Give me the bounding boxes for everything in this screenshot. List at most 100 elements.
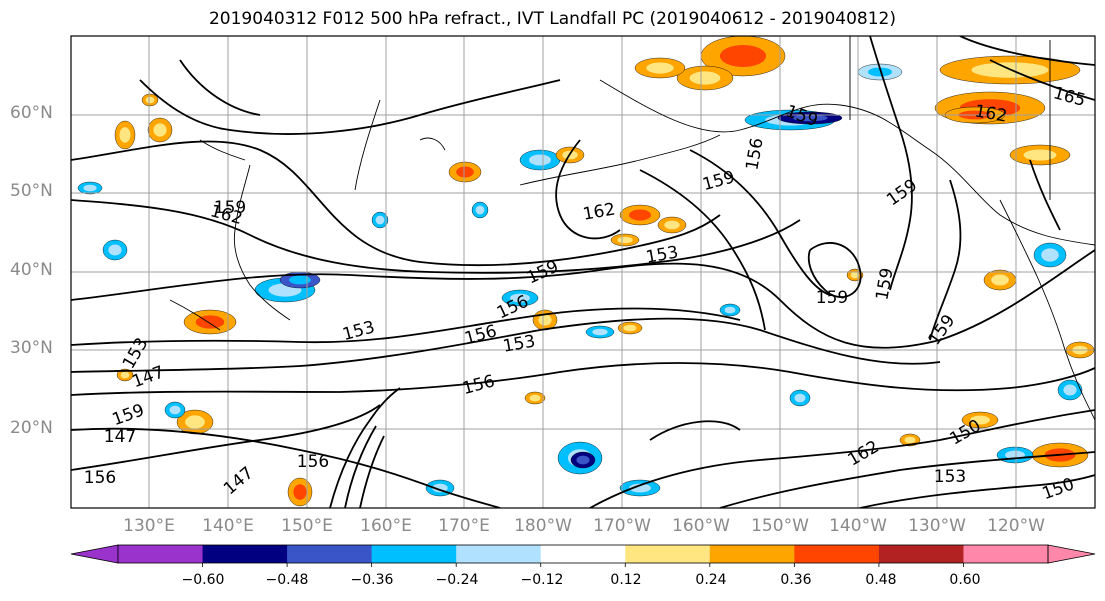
colorbar	[70, 544, 1096, 567]
colorbar-frame	[117, 544, 1049, 564]
shaded-patch-inner	[538, 314, 552, 326]
contour-line	[71, 199, 801, 274]
contour-line	[869, 36, 913, 291]
shaded-patch	[610, 233, 640, 247]
shaded-patch-inner	[664, 220, 680, 230]
contour-label: 153	[934, 467, 966, 487]
colorbar-segment	[287, 545, 373, 563]
colorbar-tick-label: −0.36	[350, 572, 394, 588]
lat-label-60n: 60°N	[10, 103, 53, 123]
shaded-patch-inner	[617, 236, 633, 244]
map-frame	[70, 35, 1096, 509]
coastline	[999, 199, 1095, 421]
contour-line	[807, 242, 862, 298]
contour-line	[139, 79, 561, 135]
contour-line	[555, 139, 621, 240]
coastline	[233, 164, 291, 321]
shaded-patch	[141, 93, 159, 107]
shaded-patch	[176, 409, 214, 435]
shaded-patch	[116, 368, 134, 382]
contour-line	[589, 409, 1095, 508]
lon-label-170e: 170°E	[438, 516, 490, 536]
lat-label-40n: 40°N	[10, 260, 53, 280]
colorbar-segment	[202, 545, 288, 563]
colorbar-tick-label: −0.48	[265, 572, 309, 588]
contour-line	[71, 249, 1095, 349]
colorbar-arrow-right	[1047, 544, 1096, 564]
contour-line	[359, 435, 385, 508]
colorbar-segment	[963, 545, 1049, 563]
contour-line	[71, 427, 501, 508]
colorbar-tick-label: 0.12	[610, 572, 642, 588]
shaded-patch-inner	[375, 215, 385, 225]
shaded-patch	[657, 216, 687, 234]
shaded-patch	[634, 57, 686, 79]
map-title: 2019040312 F012 500 hPa refract., IVT La…	[208, 9, 896, 29]
colorbar-tick-label: −0.60	[181, 572, 225, 588]
shaded-patch-inner	[592, 328, 608, 336]
contour-label: 156	[297, 452, 329, 472]
shaded-patch-inner	[646, 62, 674, 74]
coastline	[354, 99, 381, 191]
shaded-patch	[619, 479, 661, 497]
shaded-patch	[147, 117, 173, 143]
shaded-patch-inner	[1041, 248, 1059, 262]
shaded-patch-inner	[719, 45, 767, 67]
contour-label: 159	[816, 288, 848, 308]
lon-label-150e: 150°E	[281, 516, 333, 536]
contour-line	[929, 179, 962, 341]
shaded-patch-inner	[629, 483, 651, 493]
shaded-patch-inner	[970, 415, 990, 425]
coastline	[599, 79, 1095, 246]
lat-label-50n: 50°N	[10, 181, 53, 201]
shaded-patch-inner	[867, 67, 893, 77]
shaded-patch-inner	[689, 71, 721, 85]
contour-line	[719, 451, 1095, 508]
lat-label-30n: 30°N	[10, 338, 53, 358]
shaded-patch-inner	[145, 96, 155, 104]
shaded-patch-inner	[792, 114, 828, 122]
contour-line	[179, 59, 261, 116]
shaded-patch-inner	[1063, 384, 1077, 396]
shaded-patch	[789, 389, 811, 407]
shaded-patch	[279, 271, 321, 289]
lon-label-170w: 170°W	[593, 516, 651, 536]
shaded-patch-inner	[1023, 149, 1057, 161]
shaded-patch	[448, 161, 482, 183]
colorbar-segment	[540, 545, 626, 563]
shaded-patch	[114, 120, 136, 150]
shaded-patch	[77, 181, 103, 195]
coastline	[169, 299, 221, 331]
shaded-patch	[719, 303, 741, 317]
shaded-patch	[471, 201, 489, 219]
contour-line	[959, 36, 1095, 66]
contour-line	[71, 140, 721, 267]
shaded-patch	[570, 451, 596, 469]
shaded-patch-inner	[83, 184, 97, 192]
colorbar-tick-label: 0.36	[780, 572, 812, 588]
shaded-patch	[164, 401, 186, 419]
shaded-patch-inner	[991, 274, 1009, 286]
contour-line	[71, 317, 941, 373]
lon-label-150w: 150°W	[751, 516, 809, 536]
colorbar-tick-label: 0.60	[949, 572, 981, 588]
shaded-patch-inner	[432, 483, 448, 493]
contour-line	[649, 420, 741, 441]
lon-label-140e: 140°E	[202, 516, 254, 536]
shaded-patch	[585, 325, 615, 339]
shaded-patch	[619, 204, 661, 226]
contour-line	[639, 169, 766, 331]
shaded-patch	[519, 149, 561, 171]
shaded-patch-inner	[794, 393, 806, 403]
shaded-patch	[1009, 144, 1071, 166]
contour-label: 147	[104, 427, 136, 447]
shaded-patch-inner	[120, 371, 130, 379]
shaded-patch-inner	[629, 209, 651, 221]
colorbar-segment	[878, 545, 964, 563]
coastline	[419, 137, 446, 151]
contour-line	[344, 425, 377, 508]
colorbar-tick-label: −0.24	[435, 572, 479, 588]
